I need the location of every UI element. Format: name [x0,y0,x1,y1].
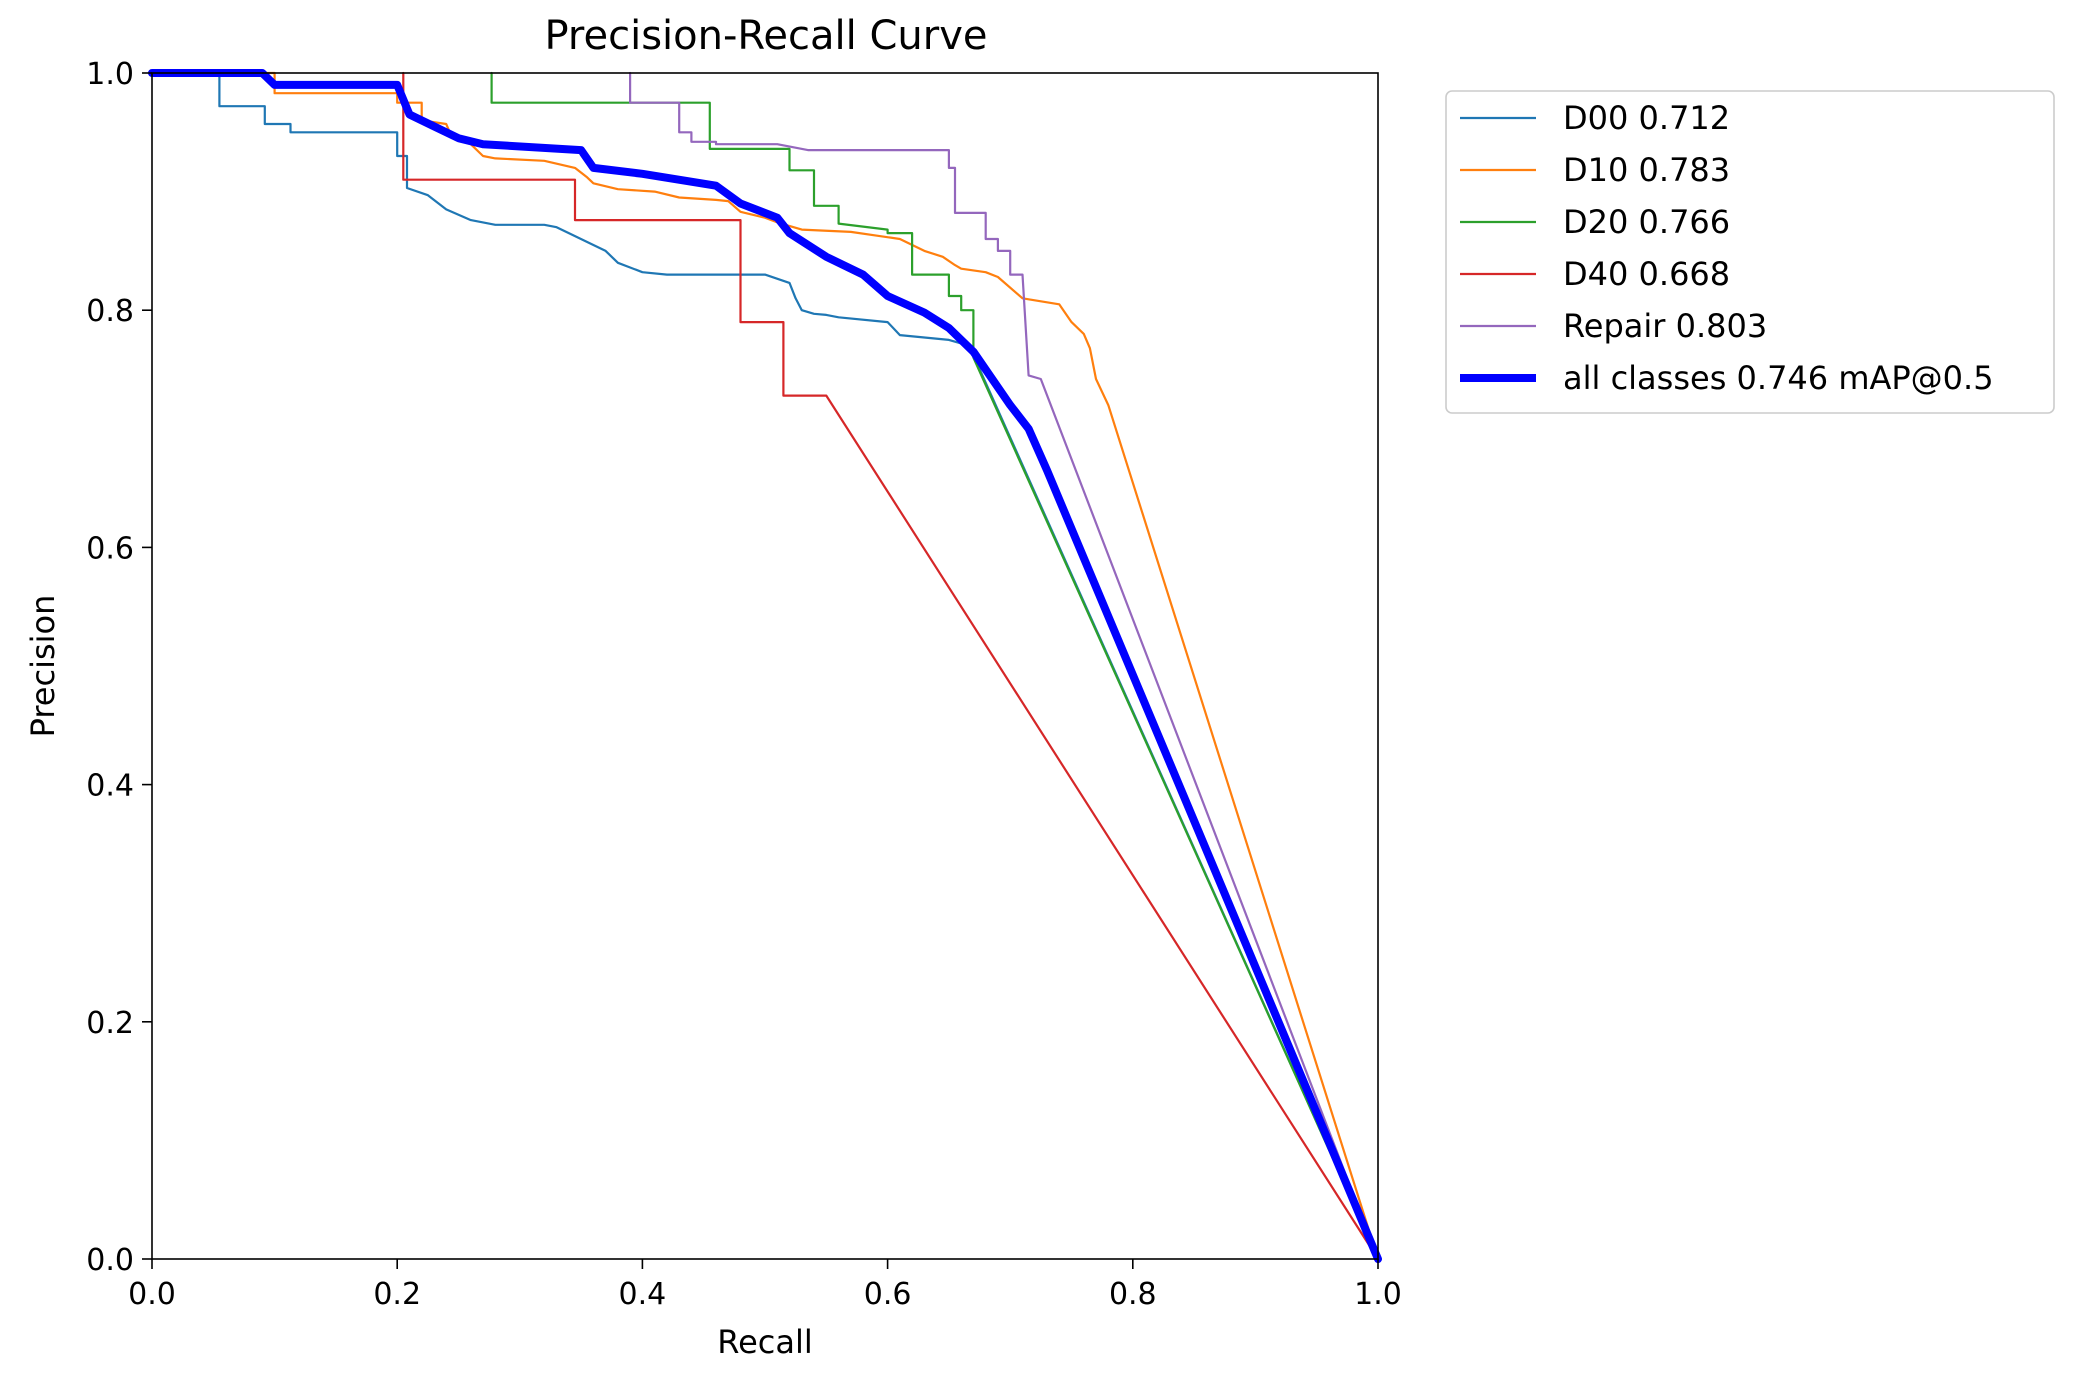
chart-title: Precision-Recall Curve [545,13,988,59]
legend-label: all classes 0.746 mAP@0.5 [1563,359,1994,397]
series-line-d40 [402,71,1380,1261]
y-tick-label: 0.0 [86,1243,134,1278]
series-layer [148,69,1382,1263]
series-line-repair [629,71,1380,1261]
axis-layer: 0.0 0.2 0.4 0.6 0.8 1.0 0.0 0.2 0.4 0.6 0.8 1.0 [86,57,1402,1312]
x-tick-label: 0.8 [1109,1277,1157,1312]
series-line-d10 [150,71,1380,1261]
legend-label: D10 0.783 [1563,151,1730,189]
plot-frame [151,72,1379,1260]
series-line-all-classes [148,69,1382,1263]
x-tick-label: 0.0 [128,1277,176,1312]
legend-frame [1445,90,2055,414]
y-tick-label: 1.0 [86,57,134,92]
series-line-d00 [150,71,1380,1261]
legend-label: D00 0.712 [1563,99,1730,137]
legend: D00 0.712 D10 0.783 D20 0.766 D40 0.668 Repa… [1445,90,2055,414]
legend-label: Repair 0.803 [1563,307,1767,345]
legend-label: D20 0.766 [1563,203,1730,241]
y-axis-label: Precision [24,595,62,738]
y-tick-label: 0.4 [86,769,134,804]
x-tick-label: 0.4 [619,1277,667,1312]
x-tick-label: 0.2 [373,1277,421,1312]
y-tick-label: 0.6 [86,531,134,566]
y-tick-label: 0.8 [86,294,134,329]
x-tick-label: 0.6 [864,1277,912,1312]
series-line-d20 [490,71,1380,1261]
x-axis-label: Recall [717,1323,812,1361]
legend-items: D00 0.712 D10 0.783 D20 0.766 D40 0.668 Repa… [1460,99,1994,397]
legend-label: D40 0.668 [1563,255,1730,293]
y-tick-label: 0.2 [86,1006,134,1041]
x-tick-label: 1.0 [1354,1277,1402,1312]
